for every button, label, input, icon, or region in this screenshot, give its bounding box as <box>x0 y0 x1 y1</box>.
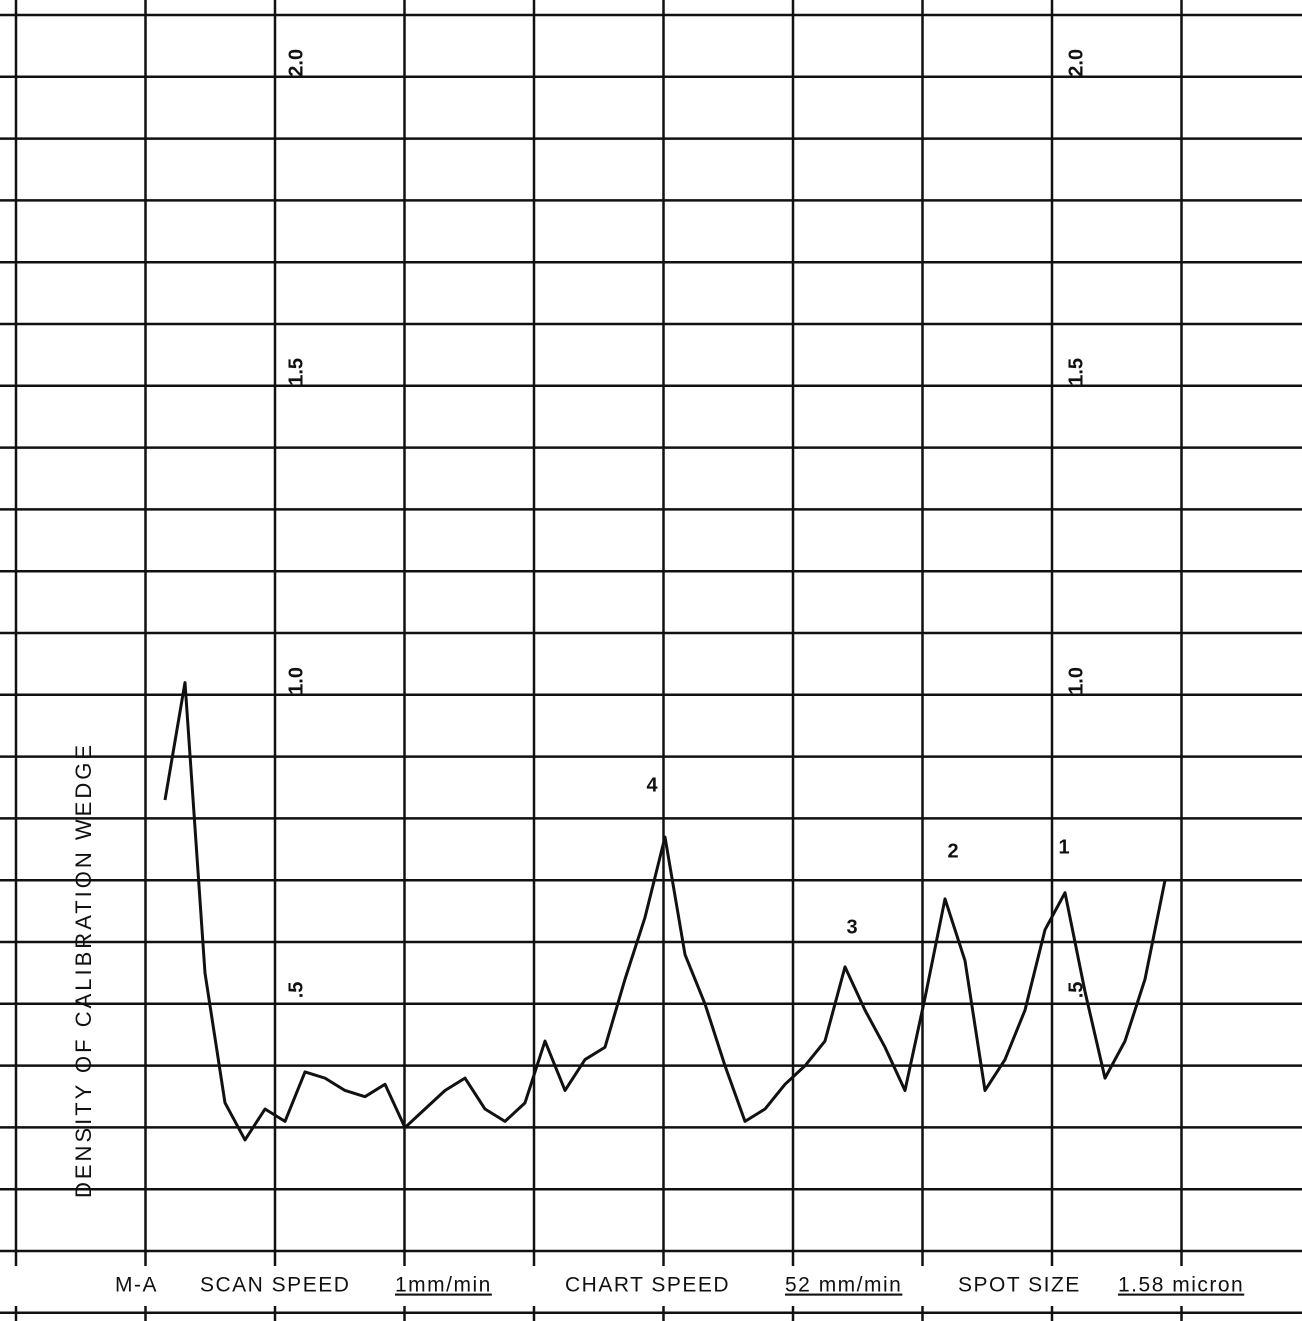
y-tick-label: 1.5 <box>1065 358 1087 386</box>
y-axis-title: DENSITY OF CALIBRATION WEDGE <box>71 742 96 1198</box>
chart-speed: 52 mm/min <box>785 1274 902 1297</box>
peak-label: 4 <box>646 774 658 796</box>
chart-speed-label: CHART SPEED <box>565 1274 730 1297</box>
y-tick-label: .5 <box>285 982 307 999</box>
scan-speed: 1mm/min <box>395 1274 492 1297</box>
peak-label: 1 <box>1058 836 1069 858</box>
page: DENSITY OF CALIBRATION WEDGE M-A SCAN SP… <box>0 0 1302 1321</box>
peak-label: 2 <box>947 840 958 862</box>
chart-paper <box>0 0 1302 1321</box>
spot-size: 1.58 micron <box>1118 1274 1244 1297</box>
peak-label: 3 <box>846 916 857 938</box>
scan-speed-label: SCAN SPEED <box>200 1274 350 1297</box>
chart: DENSITY OF CALIBRATION WEDGE M-A SCAN SP… <box>0 0 1302 1321</box>
y-tick-label: 1.0 <box>1065 667 1087 695</box>
spot-size-label: SPOT SIZE <box>958 1274 1081 1297</box>
density-trace <box>165 683 1165 1140</box>
y-tick-label: 1.5 <box>285 358 307 386</box>
instrument: M-A <box>115 1274 158 1297</box>
y-tick-label: 2.0 <box>285 49 307 77</box>
y-tick-label: 2.0 <box>1065 49 1087 77</box>
y-tick-label: 1.0 <box>285 667 307 695</box>
